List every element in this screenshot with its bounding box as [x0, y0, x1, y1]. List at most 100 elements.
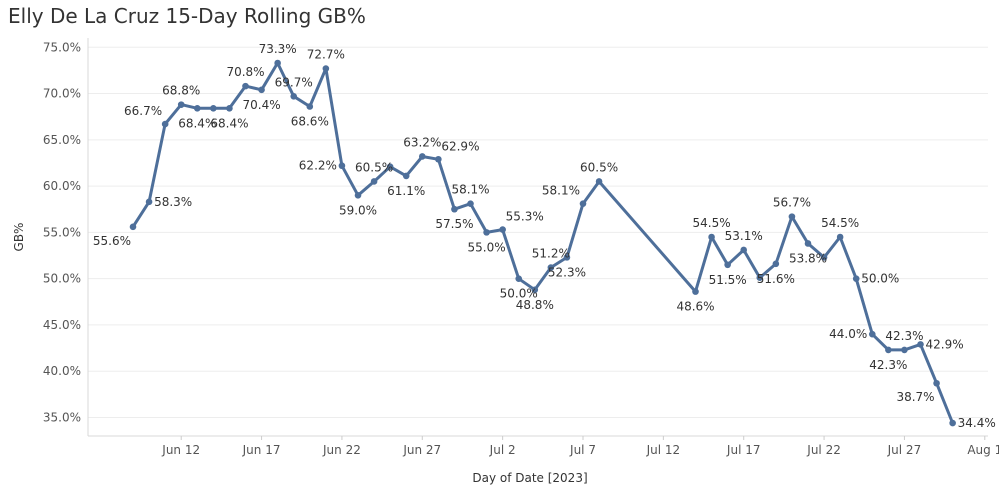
data-point[interactable] — [161, 120, 169, 128]
y-tick-label: 70.0% — [43, 87, 81, 101]
data-label: 70.4% — [243, 98, 281, 112]
data-point[interactable] — [322, 65, 330, 72]
data-label: 53.1% — [725, 229, 763, 243]
data-label: 69.7% — [275, 75, 313, 89]
y-tick-label: 65.0% — [43, 133, 81, 147]
data-point[interactable] — [483, 229, 490, 236]
data-label: 73.3% — [259, 42, 297, 56]
data-label: 59.0% — [339, 203, 377, 217]
data-point[interactable] — [145, 198, 153, 206]
data-point[interactable] — [515, 275, 523, 282]
data-label: 48.6% — [676, 300, 714, 314]
data-point[interactable] — [290, 93, 298, 100]
data-point[interactable] — [868, 330, 876, 338]
y-axis-title: GB% — [12, 223, 26, 252]
data-point[interactable] — [386, 163, 394, 170]
data-point[interactable] — [338, 162, 346, 170]
data-labels-layer: 55.6% 58.3% 66.7%68.8% 68.4%68.4% 70.8% 70.4%… — [93, 42, 996, 430]
data-point[interactable] — [306, 103, 314, 110]
data-point[interactable] — [756, 274, 764, 282]
data-label: 62.9% — [441, 139, 479, 153]
data-label: 62.2% — [299, 159, 337, 173]
data-point[interactable] — [467, 200, 474, 207]
x-tick-label: Jul 27 — [887, 443, 922, 457]
data-label: 70.8% — [226, 65, 264, 79]
data-point[interactable] — [820, 254, 828, 261]
data-point[interactable] — [788, 213, 796, 220]
data-label: 72.7% — [307, 48, 345, 62]
data-point[interactable] — [354, 192, 362, 199]
data-point[interactable] — [499, 226, 506, 233]
data-label: 55.6% — [93, 234, 131, 248]
y-tick-label: 45.0% — [43, 318, 81, 332]
data-label: 60.5% — [580, 160, 618, 174]
data-point[interactable] — [579, 200, 587, 207]
x-tick-label: Jul 17 — [726, 443, 761, 457]
data-point[interactable] — [418, 153, 426, 160]
data-point[interactable] — [724, 261, 731, 269]
data-point[interactable] — [901, 346, 908, 354]
data-point[interactable] — [740, 246, 748, 254]
data-point[interactable] — [692, 288, 699, 295]
data-point[interactable] — [595, 178, 603, 185]
data-label: 42.3% — [885, 329, 923, 343]
gridlines — [88, 46, 988, 418]
data-point[interactable] — [547, 264, 555, 271]
data-label: 51.5% — [709, 273, 747, 287]
x-tick-label: Jun 27 — [402, 443, 441, 457]
data-label: 44.0% — [829, 327, 867, 341]
data-point[interactable] — [210, 105, 217, 112]
data-point[interactable] — [933, 379, 940, 387]
data-point[interactable] — [242, 82, 249, 90]
data-point[interactable] — [435, 155, 442, 163]
x-tick-label: Jul 2 — [489, 443, 516, 457]
data-label: 58.1% — [542, 184, 580, 198]
data-point[interactable] — [885, 346, 892, 354]
data-point[interactable] — [402, 172, 410, 180]
x-tick-label: Jun 12 — [161, 443, 200, 457]
data-label: 54.5% — [821, 216, 859, 230]
chart-title: Elly De La Cruz 15-Day Rolling GB% — [8, 4, 366, 28]
data-point[interactable] — [258, 86, 265, 94]
y-tick-label: 50.0% — [43, 272, 81, 286]
data-point[interactable] — [129, 223, 137, 231]
data-label: 52.3% — [548, 265, 586, 279]
x-tick-label: Jul 22 — [806, 443, 841, 457]
data-label: 34.4% — [958, 416, 996, 430]
data-point[interactable] — [226, 105, 233, 112]
data-point[interactable] — [563, 254, 571, 261]
data-point[interactable] — [852, 275, 860, 282]
data-point[interactable] — [274, 59, 281, 67]
data-label: 58.1% — [451, 183, 489, 197]
axes: 35.0% 40.0% 45.0% 50.0% 55.0% 60.0% 65.0% 70.0%… — [12, 38, 999, 485]
data-point[interactable] — [370, 178, 378, 185]
data-label: 54.5% — [693, 216, 731, 230]
data-label: 42.3% — [869, 358, 907, 372]
data-point[interactable] — [949, 419, 956, 427]
series-line-layer — [131, 61, 955, 425]
data-point[interactable] — [917, 341, 924, 348]
data-point[interactable] — [177, 101, 185, 108]
data-label: 61.1% — [387, 184, 425, 198]
data-label: 55.3% — [506, 210, 544, 224]
data-point[interactable] — [772, 260, 780, 268]
x-tick-label: Jun 17 — [242, 443, 281, 457]
y-tick-label: 40.0% — [43, 364, 81, 378]
x-tick-label: Aug 1 — [967, 443, 999, 457]
data-label: 42.9% — [926, 337, 964, 351]
data-label: 68.4% — [210, 116, 248, 130]
y-tick-label: 60.0% — [43, 179, 81, 193]
data-label: 63.2% — [403, 135, 441, 149]
data-point[interactable] — [804, 240, 812, 247]
x-axis-title: Day of Date [2023] — [472, 471, 587, 485]
series-line — [131, 61, 955, 425]
data-point[interactable] — [836, 233, 844, 241]
data-point[interactable] — [451, 205, 458, 213]
data-point[interactable] — [708, 233, 715, 241]
data-point[interactable] — [193, 105, 201, 112]
data-point[interactable] — [531, 286, 539, 294]
data-label: 66.7% — [124, 104, 162, 118]
data-label: 50.0% — [861, 272, 899, 286]
